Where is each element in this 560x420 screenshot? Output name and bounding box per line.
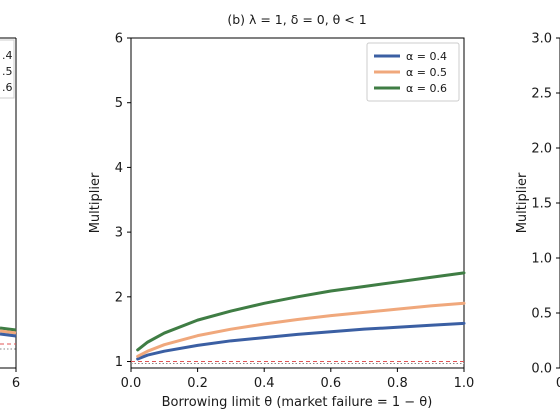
left-panel: .4 .5 .6 6 bbox=[0, 37, 20, 391]
x-tick-label-0: 0.0 bbox=[121, 376, 142, 391]
right-xtick-label: 0 bbox=[556, 376, 560, 391]
x-ticks: 0.0 0.2 0.4 0.6 0.8 1.0 bbox=[121, 368, 475, 391]
left-series-line-2 bbox=[0, 329, 17, 335]
left-series-line-3 bbox=[0, 332, 17, 338]
x-tick-label-1: 0.2 bbox=[187, 376, 208, 391]
right-y-tick-label-1: 0.5 bbox=[531, 307, 552, 322]
right-y-axis-label: Multiplier bbox=[515, 172, 530, 233]
y-tick-label-0: 1 bbox=[115, 355, 123, 370]
x-tick-label-4: 0.8 bbox=[387, 376, 408, 391]
series-line-2 bbox=[136, 271, 466, 352]
x-tick-label-5: 1.0 bbox=[454, 376, 475, 391]
x-axis-label: Borrowing limit θ (market failure = 1 − … bbox=[162, 395, 433, 410]
y-tick-label-2: 3 bbox=[115, 226, 123, 241]
x-tick-label-2: 0.4 bbox=[254, 376, 275, 391]
right-y-tick-label-5: 2.5 bbox=[531, 87, 552, 102]
legend-label-1: α = 0.5 bbox=[406, 66, 447, 79]
left-legend-box bbox=[0, 39, 15, 99]
right-y-tick-label-3: 1.5 bbox=[531, 197, 552, 212]
main-panel: (b) λ = 1, δ = 0, θ < 1 0.0 0.2 0.4 0.6 0.8 1… bbox=[88, 12, 474, 410]
y-tick-label-1: 2 bbox=[115, 290, 123, 305]
series-lines bbox=[136, 271, 466, 361]
left-legend-fragment-3: .6 bbox=[2, 81, 13, 94]
series-line-1 bbox=[136, 301, 466, 358]
legend: α = 0.4 α = 0.5 α = 0.6 bbox=[366, 42, 460, 102]
left-xtick-label: 6 bbox=[12, 376, 20, 391]
y-ticks: 1 2 3 4 5 6 bbox=[115, 32, 131, 370]
right-y-tick-label-6: 3.0 bbox=[531, 32, 552, 47]
chart-title: (b) λ = 1, δ = 0, θ < 1 bbox=[227, 12, 366, 27]
plot-frame bbox=[130, 37, 465, 369]
legend-label-2: α = 0.6 bbox=[406, 82, 447, 95]
y-tick-label-3: 4 bbox=[115, 161, 123, 176]
reference-lines bbox=[131, 361, 464, 364]
right-y-tick-label-0: 0.0 bbox=[531, 362, 552, 377]
right-y-tick-label-2: 1.0 bbox=[531, 252, 552, 267]
y-axis-label: Multiplier bbox=[88, 172, 103, 233]
left-legend-fragment-2: .5 bbox=[2, 65, 13, 78]
right-y-ticks: 0.0 0.5 1.0 1.5 2.0 2.5 3.0 bbox=[531, 32, 560, 377]
legend-label-0: α = 0.4 bbox=[406, 50, 447, 63]
left-series-line-1 bbox=[0, 326, 17, 332]
right-panel: 0.0 0.5 1.0 1.5 2.0 2.5 3.0 Multiplier 0 bbox=[515, 32, 560, 391]
y-tick-label-5: 6 bbox=[115, 32, 123, 47]
right-y-tick-label-4: 2.0 bbox=[531, 142, 552, 157]
left-legend-fragment-1: .4 bbox=[2, 49, 13, 62]
x-tick-label-3: 0.6 bbox=[320, 376, 341, 391]
y-tick-label-4: 5 bbox=[115, 96, 123, 111]
series-line-0 bbox=[136, 321, 466, 361]
